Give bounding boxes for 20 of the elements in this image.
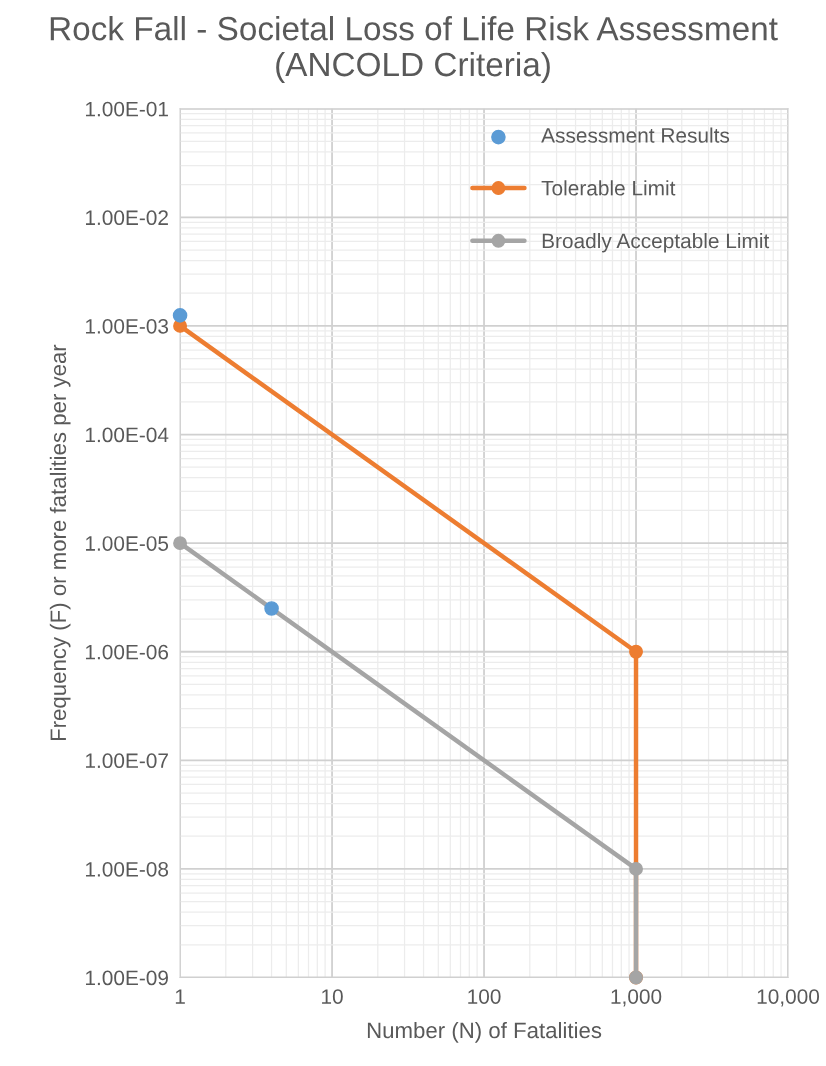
y-tick-label: 1.00E-09 — [86, 970, 168, 986]
x-tick-label: 10 — [322, 989, 343, 1004]
y-tick-label: 1.00E-05 — [86, 536, 169, 551]
x-axis-title: Number (N) of Fatalities — [367, 1021, 602, 1043]
chart-title: Rock Fall - Societal Loss of Life Risk Assessment (ANCOLD Criteria) — [50, 15, 778, 83]
legend-label: Assessment Results — [541, 127, 730, 143]
x-tick-label: 1,000 — [611, 989, 662, 1007]
x-tick-label: 100 — [468, 989, 501, 1004]
y-tick-label: 1.00E-01 — [86, 101, 168, 117]
x-tick-label: 1 — [175, 989, 185, 1004]
y-tick-label: 1.00E-03 — [86, 318, 169, 334]
y-tick-label: 1.00E-06 — [86, 644, 169, 660]
y-axis-title: Frequency (F) or more fatalities per year — [49, 344, 71, 741]
y-tick-label: 1.00E-02 — [86, 210, 168, 226]
legend-label: Tolerable Limit — [541, 180, 676, 196]
y-tick-label: 1.00E-04 — [86, 427, 169, 443]
legend-label: Broadly Acceptable Limit — [542, 232, 770, 253]
y-tick-label: 1.00E-08 — [86, 861, 169, 877]
y-tick-label: 1.00E-07 — [86, 753, 168, 769]
x-tick-label: 10,000 — [757, 989, 820, 1007]
